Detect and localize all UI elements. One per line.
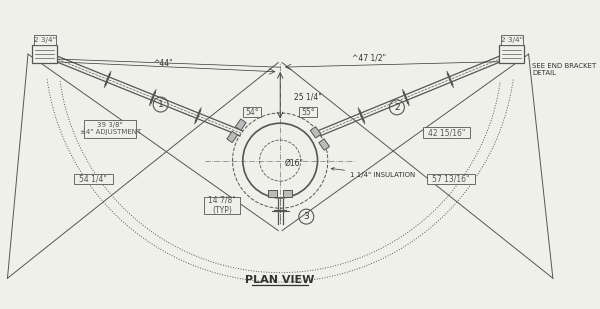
Text: 39 3/8"
±4" ADJUSTMENT: 39 3/8" ±4" ADJUSTMENT bbox=[80, 122, 141, 135]
Text: 42 15/16": 42 15/16" bbox=[428, 128, 465, 137]
Bar bbox=[310, 127, 321, 138]
Text: 54°: 54° bbox=[245, 108, 259, 116]
FancyBboxPatch shape bbox=[32, 45, 58, 63]
Bar bbox=[283, 190, 292, 197]
Text: ^47 1/2": ^47 1/2" bbox=[352, 53, 386, 62]
Text: 25 1/4": 25 1/4" bbox=[294, 93, 322, 102]
FancyBboxPatch shape bbox=[501, 35, 523, 45]
Text: 55°: 55° bbox=[301, 108, 315, 116]
Text: 57 13/16": 57 13/16" bbox=[433, 175, 470, 184]
FancyBboxPatch shape bbox=[499, 45, 524, 63]
Text: SEE END BRACKET
DETAIL: SEE END BRACKET DETAIL bbox=[532, 63, 596, 77]
FancyBboxPatch shape bbox=[299, 107, 317, 117]
Text: 54 1/4": 54 1/4" bbox=[79, 175, 107, 184]
FancyBboxPatch shape bbox=[422, 127, 470, 138]
FancyBboxPatch shape bbox=[243, 107, 261, 117]
FancyBboxPatch shape bbox=[427, 174, 475, 184]
Bar bbox=[319, 139, 329, 150]
Text: ^44": ^44" bbox=[154, 59, 173, 68]
Text: 1: 1 bbox=[158, 100, 164, 109]
Text: 1 1/4" INSULATION: 1 1/4" INSULATION bbox=[331, 167, 415, 178]
Bar bbox=[227, 131, 238, 143]
Text: Ø16": Ø16" bbox=[285, 159, 304, 168]
Text: 14 7/8"
(TYP): 14 7/8" (TYP) bbox=[208, 196, 236, 215]
FancyBboxPatch shape bbox=[34, 35, 56, 45]
FancyBboxPatch shape bbox=[84, 120, 136, 138]
Text: PLAN VIEW: PLAN VIEW bbox=[245, 275, 315, 285]
Bar bbox=[235, 119, 246, 130]
Bar bbox=[268, 190, 277, 197]
Text: 2: 2 bbox=[394, 103, 400, 112]
Text: 2 3/4": 2 3/4" bbox=[501, 37, 523, 43]
FancyBboxPatch shape bbox=[74, 174, 113, 184]
Text: 3: 3 bbox=[304, 212, 309, 221]
Text: 2 3/4": 2 3/4" bbox=[34, 37, 56, 43]
FancyBboxPatch shape bbox=[204, 197, 241, 214]
